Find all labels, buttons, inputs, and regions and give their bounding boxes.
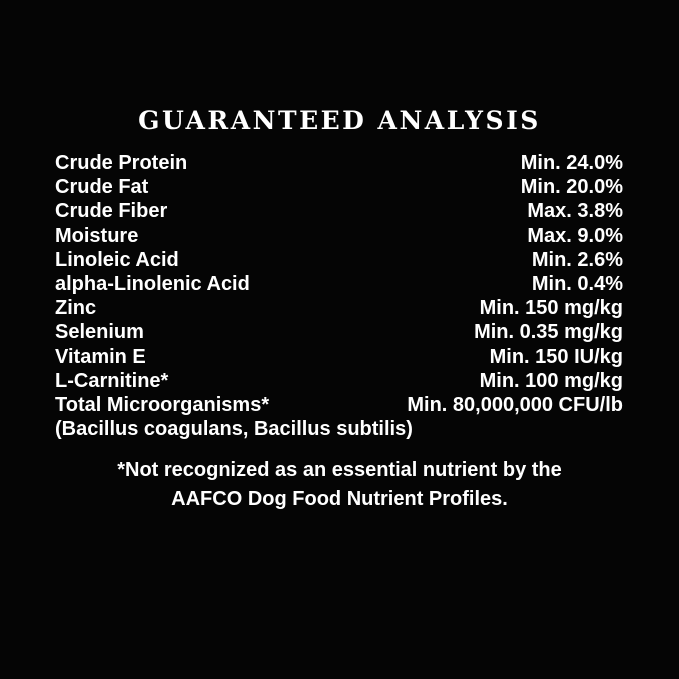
row-value: Min. 24.0% <box>520 152 623 174</box>
row-value: Min. 80,000,000 CFU/lb <box>407 394 623 417</box>
footnote-line-1: *Not recognized as an essential nutrient… <box>117 459 562 482</box>
table-row: Zinc Min. 150 mg/kg <box>55 296 623 320</box>
page-title: GUARANTEED ANALYSIS <box>138 106 541 135</box>
footnote-line-2: AAFCO Dog Food Nutrient Profiles. <box>171 488 508 511</box>
row-label: L-Carnitine* <box>55 369 169 392</box>
row-value: Min. 150 IU/kg <box>489 345 623 368</box>
microorganisms-species-note: (Bacillus coagulans, Bacillus subtilis) <box>55 418 413 441</box>
row-label: Crude Fat <box>55 176 149 199</box>
row-label: Moisture <box>55 224 139 247</box>
table-row: Selenium Min. 0.35 mg/kg <box>55 320 623 344</box>
row-label: Total Microorganisms* <box>55 394 270 417</box>
table-row: Moisture Max. 9.0% <box>55 224 623 248</box>
row-value: Min. 0.35 mg/kg <box>474 321 623 344</box>
row-value: Min. 2.6% <box>531 248 623 271</box>
row-label: Crude Fiber <box>55 200 168 223</box>
analysis-table: Crude Protein Min. 24.0% Crude Fat Min. … <box>0 151 679 441</box>
table-row: Linoleic Acid Min. 2.6% <box>55 248 623 272</box>
table-row: Crude Fiber Max. 3.8% <box>55 199 623 223</box>
table-row: L-Carnitine* Min. 100 mg/kg <box>55 369 623 393</box>
aafco-footnote: *Not recognized as an essential nutrient… <box>0 456 679 514</box>
row-label: Zinc <box>55 297 97 320</box>
table-row: alpha-Linolenic Acid Min. 0.4% <box>55 272 623 296</box>
row-value: Min. 20.0% <box>520 176 623 199</box>
table-row: Crude Protein Min. 24.0% <box>55 151 623 175</box>
row-value: Min. 150 mg/kg <box>479 297 623 320</box>
row-value: Min. 100 mg/kg <box>479 369 623 392</box>
row-label: Linoleic Acid <box>55 248 179 271</box>
row-value: Max. 9.0% <box>527 224 623 247</box>
row-label: Crude Protein <box>55 152 188 174</box>
table-row: Crude Fat Min. 20.0% <box>55 175 623 199</box>
row-value: Min. 0.4% <box>531 273 623 296</box>
row-label: Vitamin E <box>55 345 146 368</box>
row-label: alpha-Linolenic Acid <box>55 273 250 296</box>
row-value: Max. 3.8% <box>527 200 623 223</box>
row-label: Selenium <box>55 321 144 344</box>
table-row: Vitamin E Min. 150 IU/kg <box>55 345 623 369</box>
table-row: Total Microorganisms* Min. 80,000,000 CF… <box>55 393 623 417</box>
